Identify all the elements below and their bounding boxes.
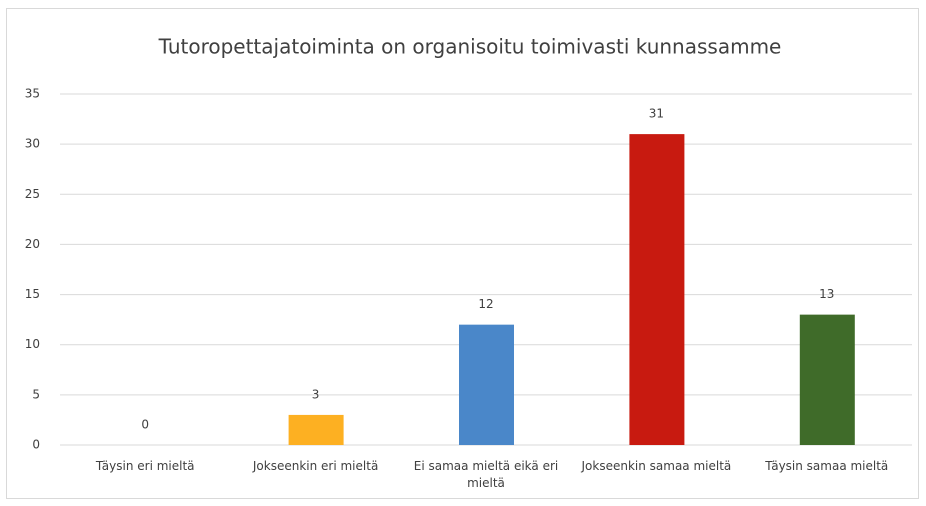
y-tick-label: 35 <box>25 87 40 101</box>
y-tick-label: 0 <box>32 438 40 452</box>
y-tick-label: 20 <box>25 237 40 251</box>
data-label: 0 <box>141 418 149 432</box>
bar <box>459 324 514 445</box>
y-tick-label: 5 <box>32 387 40 401</box>
data-label: 12 <box>478 297 493 311</box>
bar <box>629 134 685 445</box>
y-tick-label: 25 <box>25 187 40 201</box>
y-tick-label: 10 <box>25 337 40 351</box>
x-tick-label: Ei samaa mieltä eikä eri mieltä <box>414 459 558 490</box>
chart-title: Tutoropettajatoiminta on organisoitu toi… <box>158 35 782 59</box>
x-tick-label: Täysin samaa mieltä <box>764 459 888 473</box>
data-label: 13 <box>819 287 834 301</box>
data-label: 3 <box>312 387 320 401</box>
bar <box>288 414 344 445</box>
data-label: 31 <box>649 107 664 121</box>
y-tick-label: 30 <box>25 137 40 151</box>
y-tick-label: 15 <box>25 287 40 301</box>
bar <box>799 314 855 445</box>
x-tick-label: Jokseenkin samaa mieltä <box>581 459 732 473</box>
x-tick-label: Jokseenkin eri mieltä <box>252 459 378 473</box>
x-tick-label: Täysin eri mieltä <box>95 459 195 473</box>
